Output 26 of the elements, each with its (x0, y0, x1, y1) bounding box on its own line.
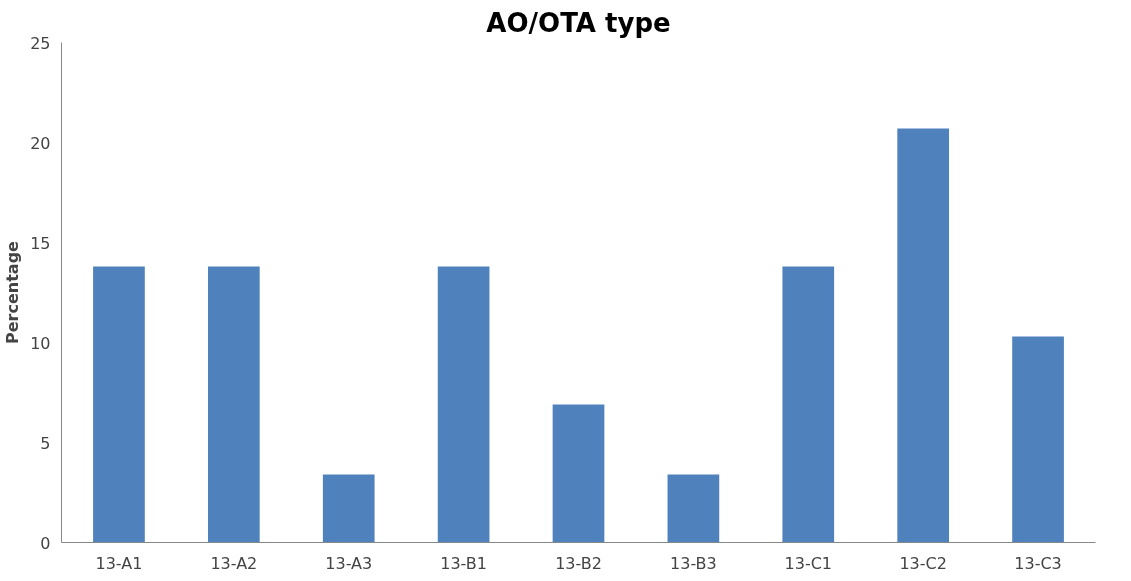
bar (897, 128, 950, 543)
y-tick-label: 15 (30, 233, 51, 253)
bar (1012, 336, 1064, 543)
x-tick-label: 13-B1 (440, 553, 487, 573)
y-axis-title: Percentage (3, 240, 23, 344)
x-tick-label: 13-A1 (95, 553, 143, 573)
bar (552, 404, 605, 543)
x-tick-label: 13-B2 (555, 553, 602, 573)
chart-title: AO/OTA type (486, 7, 671, 38)
bar (207, 266, 260, 543)
y-tick-label: 25 (30, 33, 51, 53)
bar (322, 474, 375, 543)
x-tick-label: 13-C2 (899, 553, 947, 573)
y-tick-label: 20 (30, 133, 51, 153)
y-tick-label: 10 (30, 333, 51, 353)
bar (667, 474, 720, 543)
x-tick-label: 13-C3 (1014, 553, 1062, 573)
x-tick-label: 13-A3 (325, 553, 373, 573)
bar (437, 266, 490, 543)
x-tick-label: 13-A2 (210, 553, 258, 573)
x-tick-label: 13-C1 (784, 553, 833, 573)
y-tick-label: 5 (40, 433, 51, 453)
x-tick-label: 13-B3 (670, 553, 717, 573)
bar (782, 266, 835, 543)
y-tick-label: 0 (40, 533, 51, 553)
bar (93, 266, 145, 543)
